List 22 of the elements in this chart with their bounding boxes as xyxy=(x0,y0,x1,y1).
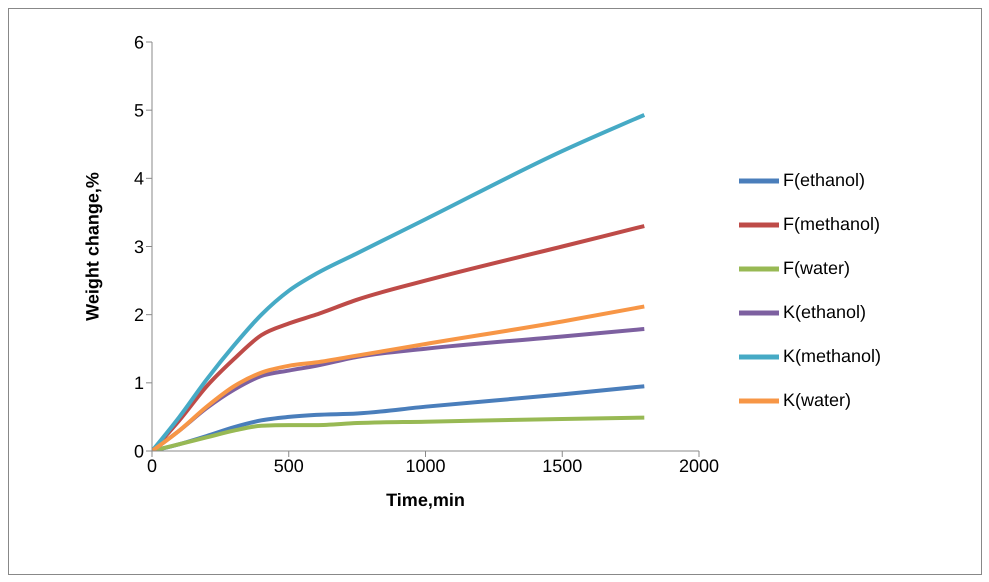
y-tick-label: 3 xyxy=(134,236,144,257)
x-axis-title: Time,min xyxy=(386,490,465,510)
y-tick-label: 6 xyxy=(134,32,144,52)
x-tick-label: 500 xyxy=(274,456,304,476)
y-tick-label: 5 xyxy=(134,100,144,121)
line-series xyxy=(152,112,646,451)
x-tick-label: 1500 xyxy=(542,456,582,476)
y-tick-label: 1 xyxy=(134,373,144,394)
x-tick-label: 2000 xyxy=(678,456,720,476)
y-tick-label: 4 xyxy=(134,168,144,189)
legend-label: K(ethanol) xyxy=(783,302,866,322)
legend-label: F(methanol) xyxy=(783,214,880,234)
line-series xyxy=(152,304,646,451)
y-tick-label: 0 xyxy=(134,441,144,462)
legend-label: F(water) xyxy=(783,258,850,278)
legend-label: F(ethanol) xyxy=(783,170,866,190)
x-tick-label: 1000 xyxy=(405,456,446,476)
legend-label: K(methanol) xyxy=(783,346,882,366)
x-tick-label: 0 xyxy=(146,456,158,476)
y-axis-title: Weight change,% xyxy=(82,172,102,321)
legend-label: K(water) xyxy=(783,390,852,410)
y-tick-label: 2 xyxy=(134,305,144,326)
